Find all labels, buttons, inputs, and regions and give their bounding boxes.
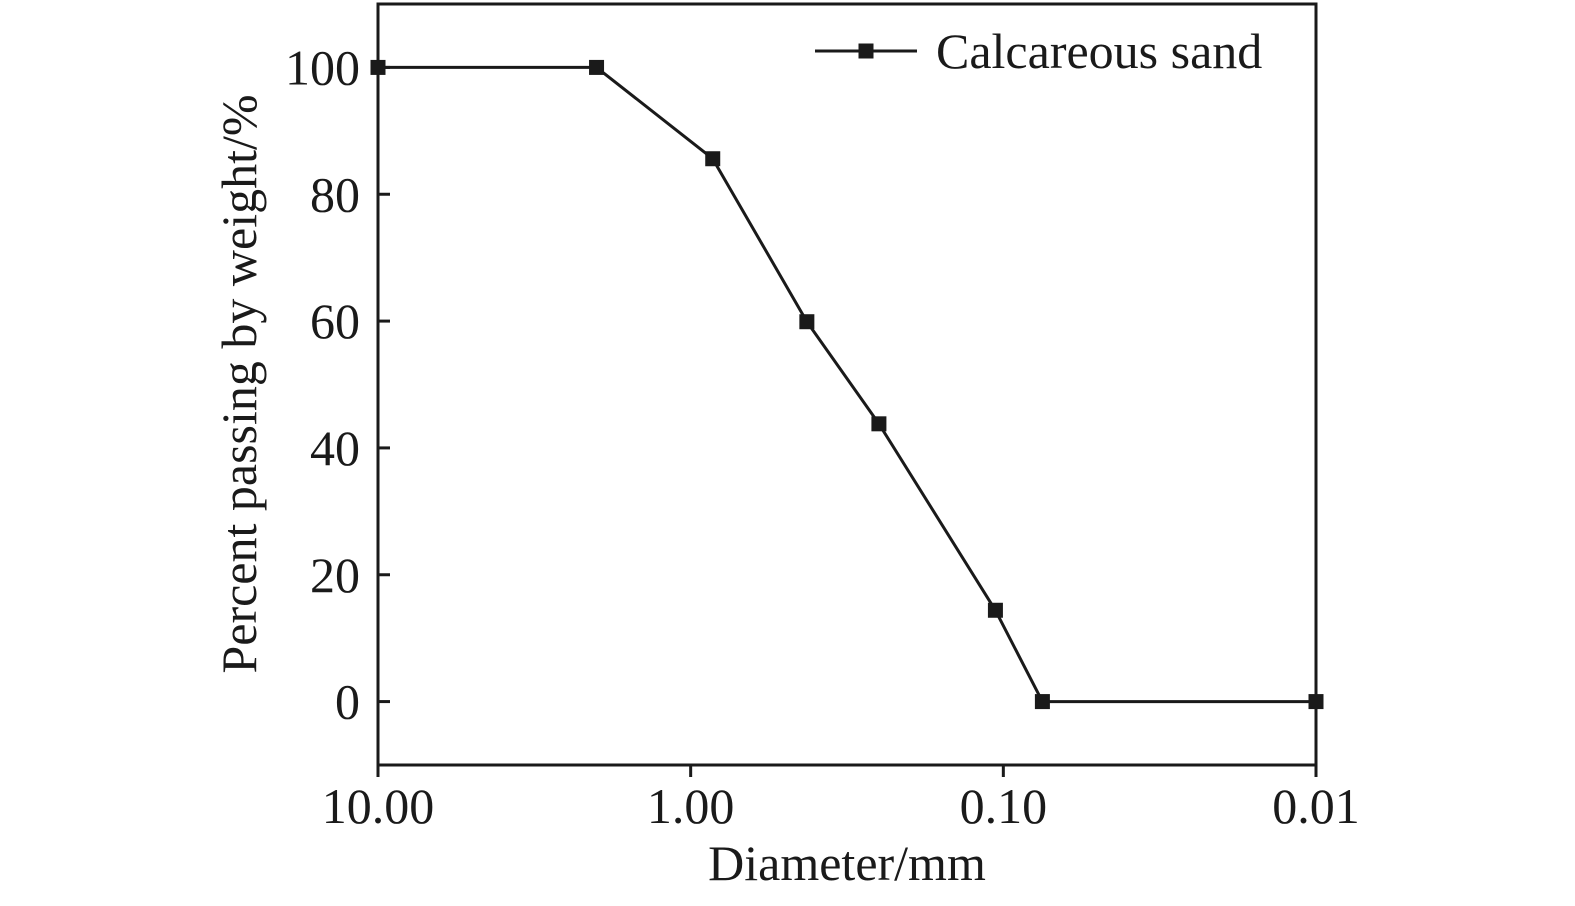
y-tick-label: 80 — [310, 166, 360, 222]
x-tick-label: 0.01 — [1272, 778, 1360, 834]
data-point — [871, 416, 887, 432]
data-point — [1308, 694, 1324, 710]
x-tick-label: 0.10 — [960, 778, 1048, 834]
x-axis: 10.00 1.00 0.10 0.01 — [322, 765, 1360, 834]
y-tick-label: 20 — [310, 547, 360, 603]
y-axis-label: Percent passing by weight/% — [211, 94, 267, 673]
data-point — [589, 59, 605, 75]
series-layer — [370, 59, 1324, 710]
y-tick-label: 40 — [310, 420, 360, 476]
series-line — [378, 65, 1316, 704]
y-tick-label: 60 — [310, 293, 360, 349]
plot-frame-group — [376, 2, 1318, 767]
legend-marker — [858, 43, 874, 59]
data-point — [705, 151, 721, 167]
data-point — [799, 314, 815, 330]
x-tick-label: 10.00 — [322, 778, 435, 834]
plot-frame — [376, 2, 1318, 767]
data-point — [1034, 694, 1050, 710]
legend: Calcareous sand — [815, 23, 1262, 79]
x-tick-label: 1.00 — [647, 778, 735, 834]
data-point — [370, 59, 386, 75]
x-axis-label: Diameter/mm — [708, 835, 986, 891]
y-axis: 0 20 40 60 80 100 — [285, 39, 390, 730]
y-tick-label: 100 — [285, 39, 360, 95]
y-tick-label: 0 — [335, 674, 360, 730]
legend-label: Calcareous sand — [936, 23, 1262, 79]
data-point — [987, 602, 1003, 618]
